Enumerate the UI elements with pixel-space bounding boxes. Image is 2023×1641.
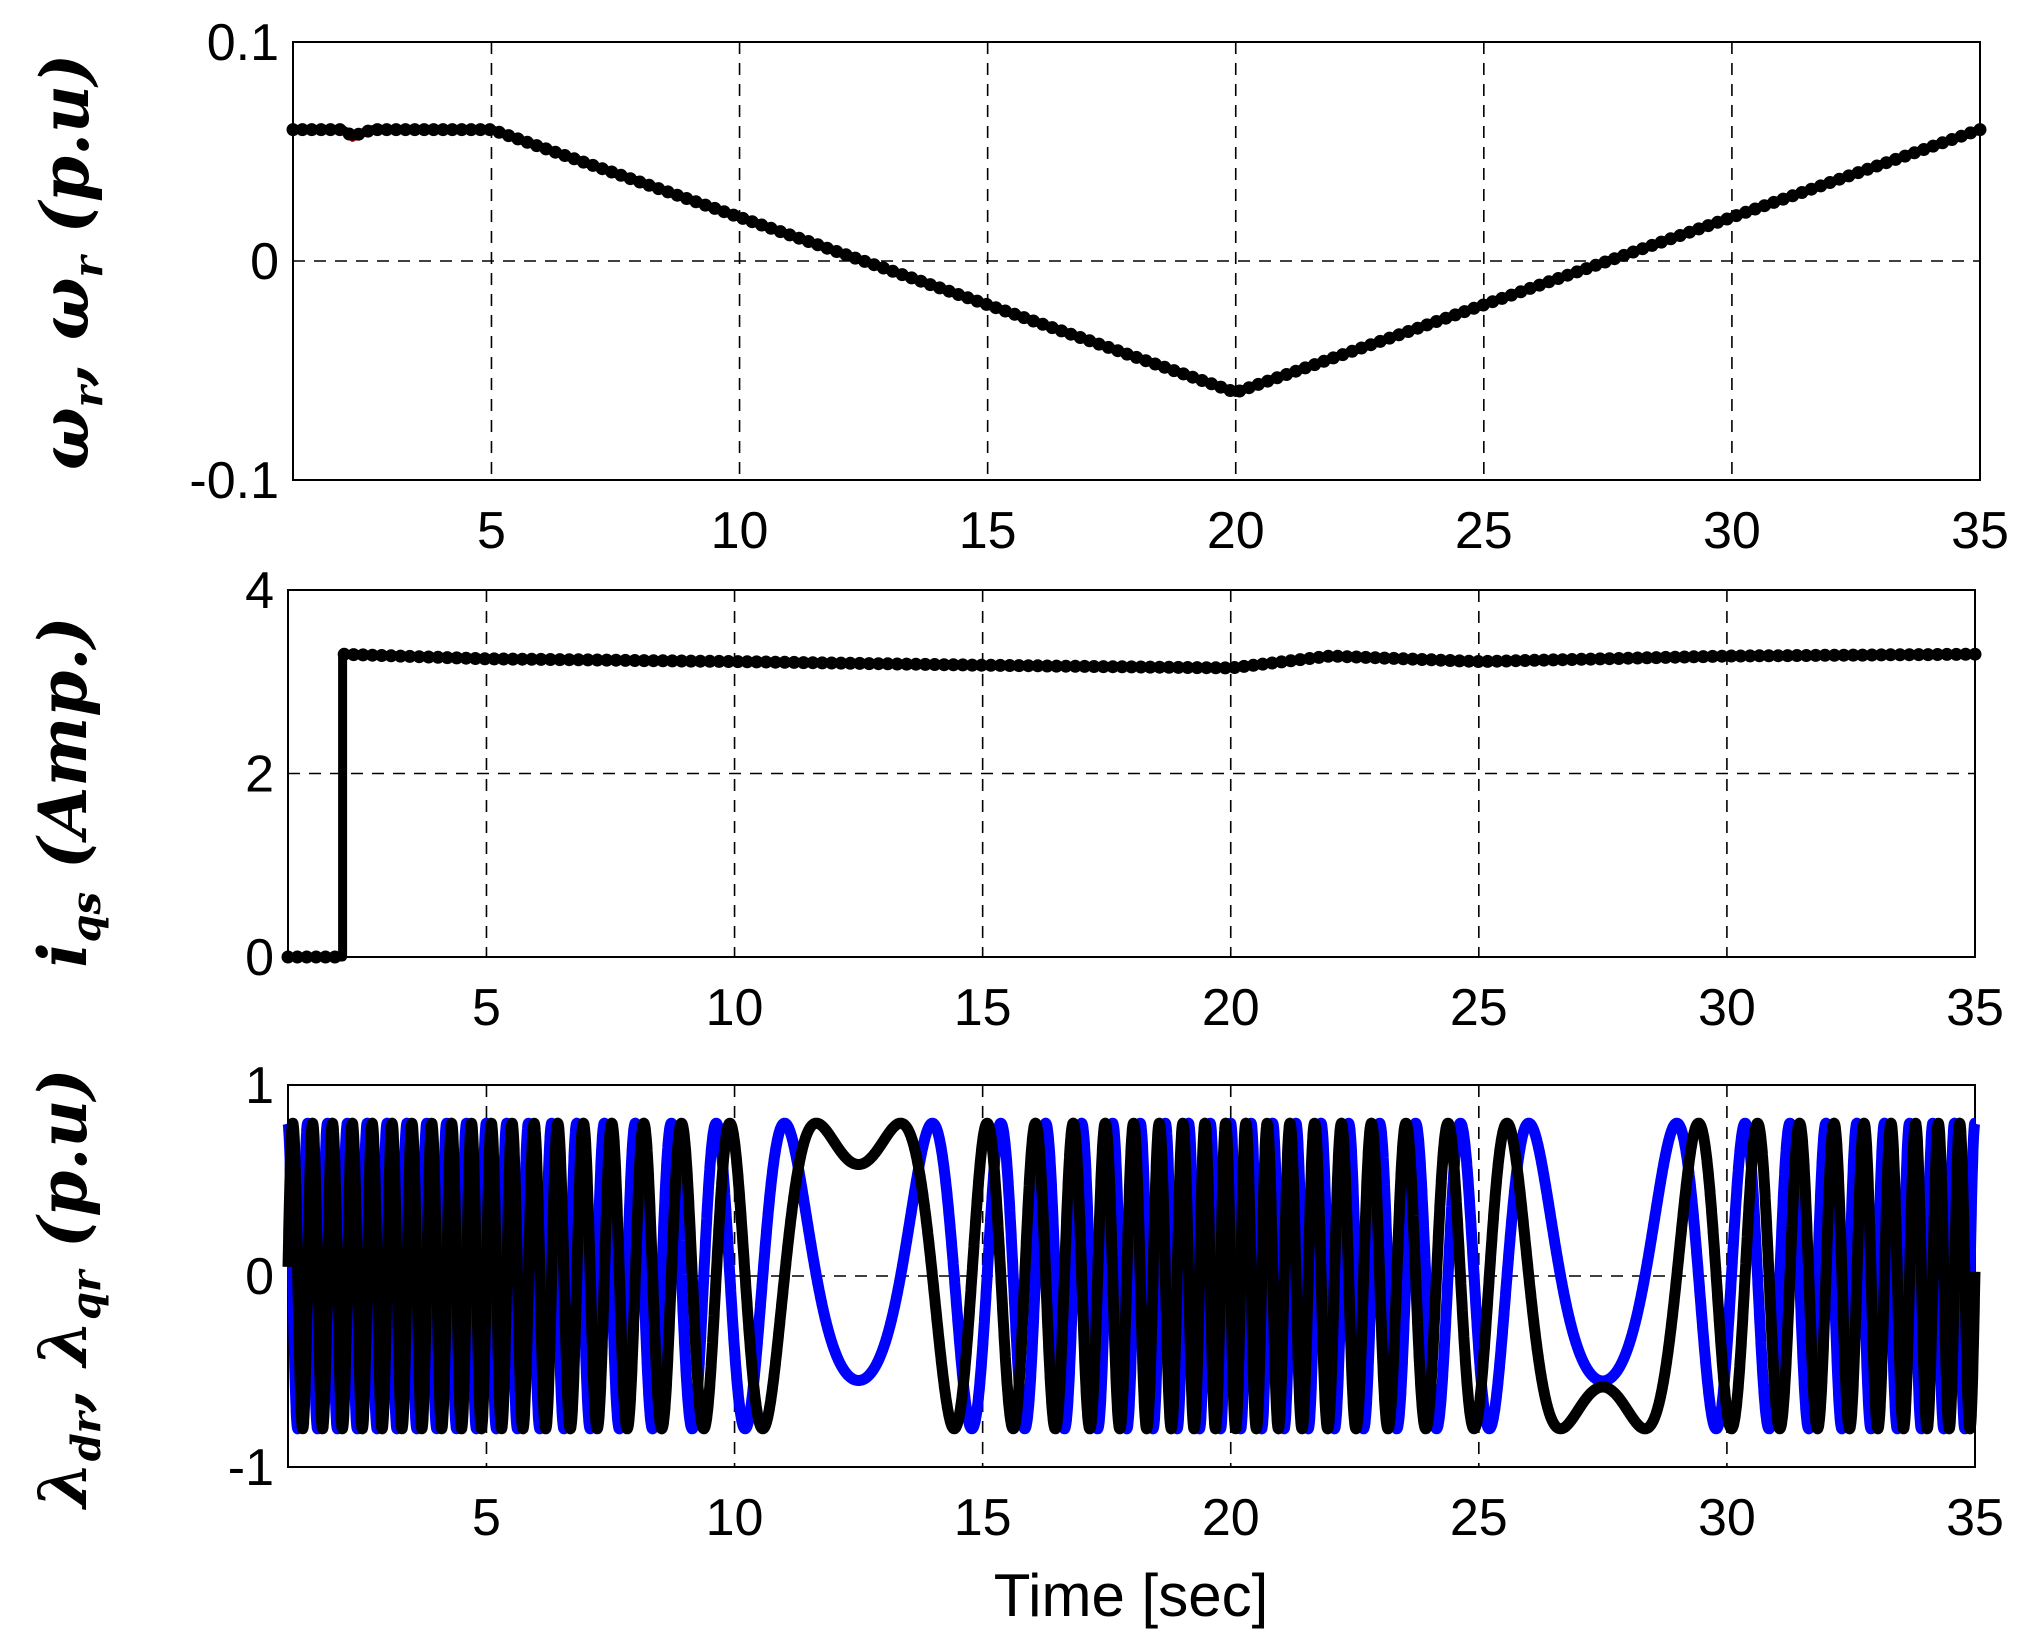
flux-x-tick-label: 20 (1202, 1489, 1260, 1547)
speed-x-tick-label: 5 (477, 502, 506, 560)
flux-x-tick-label: 25 (1450, 1489, 1508, 1547)
x-axis-label: Time [sec] (994, 1562, 1268, 1629)
speed-panel: 5 10 15 20 25 30 35 -0.1 0 0.1 ωr, ωr (p.u) (26, 14, 2009, 560)
flux-series-qr (282, 1117, 1981, 1435)
current-x-tick-label: 5 (472, 979, 501, 1037)
current-y-tick-label: 2 (245, 746, 274, 804)
speed-x-tick-label: 20 (1207, 502, 1265, 560)
flux-ticks: 5 10 15 20 25 30 35 -1 0 1 (228, 1057, 2004, 1547)
flux-x-tick-label: 15 (954, 1489, 1012, 1547)
speed-series (286, 123, 1987, 398)
speed-ticks: 5 10 15 20 25 30 35 -0.1 0 0.1 (189, 14, 2009, 560)
speed-y-tick-label: 0 (250, 233, 279, 291)
speed-x-tick-label: 30 (1703, 502, 1761, 560)
flux-y-axis-label: λdr, λqr (p.u) (24, 1068, 110, 1510)
flux-y-tick-label: 0 (245, 1248, 274, 1306)
speed-x-tick-label: 15 (959, 502, 1017, 560)
current-series-markers-0 (281, 647, 1982, 964)
flux-x-tick-label: 10 (706, 1489, 764, 1547)
current-y-tick-label: 0 (245, 929, 274, 987)
speed-y-tick-label: -0.1 (189, 452, 279, 510)
current-series (281, 647, 1982, 964)
current-panel: 5 10 15 20 25 30 35 0 2 4 iqs (Amp.) (24, 562, 2004, 1037)
speed-y-tick-label: 0.1 (207, 14, 279, 72)
speed-y-axis-label: ωr, ωr (p.u) (26, 54, 112, 470)
current-grid (288, 590, 1975, 957)
current-x-tick-label: 25 (1450, 979, 1508, 1037)
current-x-tick-label: 35 (1946, 979, 2004, 1037)
flux-x-tick-label: 30 (1698, 1489, 1756, 1547)
current-x-tick-label: 20 (1202, 979, 1260, 1037)
speed-x-tick-label: 25 (1455, 502, 1513, 560)
flux-x-tick-label: 35 (1946, 1489, 2004, 1547)
flux-y-tick-label: -1 (228, 1439, 274, 1497)
speed-x-tick-label: 35 (1951, 502, 2009, 560)
current-x-tick-label: 10 (706, 979, 764, 1037)
flux-y-tick-label: 1 (245, 1057, 274, 1115)
speed-series-markers-1 (286, 123, 1987, 398)
speed-grid (293, 42, 1980, 480)
flux-x-tick-label: 5 (472, 1489, 501, 1547)
current-x-tick-label: 30 (1698, 979, 1756, 1037)
flux-series (282, 1117, 1981, 1435)
speed-x-tick-label: 10 (711, 502, 769, 560)
flux-panel: 5 10 15 20 25 30 35 -1 0 1 λdr, λqr (p.u) Time [s… (24, 1057, 2004, 1629)
current-ticks: 5 10 15 20 25 30 35 0 2 4 (245, 562, 2004, 1037)
current-x-tick-label: 15 (954, 979, 1012, 1037)
current-y-tick-label: 4 (245, 562, 274, 620)
current-y-axis-label: iqs (Amp.) (24, 616, 110, 967)
